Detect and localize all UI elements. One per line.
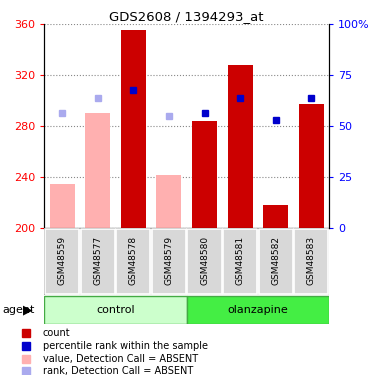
FancyBboxPatch shape <box>294 229 328 294</box>
FancyBboxPatch shape <box>259 229 293 294</box>
FancyBboxPatch shape <box>187 229 222 294</box>
FancyBboxPatch shape <box>44 228 329 295</box>
Bar <box>228 65 253 228</box>
Text: GSM48559: GSM48559 <box>58 236 67 285</box>
Title: GDS2608 / 1394293_at: GDS2608 / 1394293_at <box>109 10 264 23</box>
Text: GSM48580: GSM48580 <box>200 236 209 285</box>
FancyBboxPatch shape <box>187 296 329 324</box>
Text: value, Detection Call = ABSENT: value, Detection Call = ABSENT <box>43 354 198 364</box>
Text: ▶: ▶ <box>23 303 33 316</box>
FancyBboxPatch shape <box>116 229 151 294</box>
FancyBboxPatch shape <box>45 229 79 294</box>
FancyBboxPatch shape <box>152 229 186 294</box>
Bar <box>192 121 217 228</box>
Text: agent: agent <box>2 305 34 315</box>
Bar <box>121 30 146 228</box>
Text: GSM48582: GSM48582 <box>271 236 280 285</box>
Bar <box>263 206 288 228</box>
Bar <box>85 113 110 228</box>
Text: GSM48583: GSM48583 <box>307 236 316 285</box>
Text: GSM48577: GSM48577 <box>93 236 102 285</box>
Bar <box>50 184 75 228</box>
Text: GSM48578: GSM48578 <box>129 236 138 285</box>
Text: count: count <box>43 328 70 339</box>
Text: GSM48581: GSM48581 <box>236 236 244 285</box>
FancyBboxPatch shape <box>80 229 115 294</box>
Bar <box>299 105 324 228</box>
Text: rank, Detection Call = ABSENT: rank, Detection Call = ABSENT <box>43 366 193 375</box>
Bar <box>156 175 181 228</box>
FancyBboxPatch shape <box>44 296 187 324</box>
Text: olanzapine: olanzapine <box>228 305 288 315</box>
Text: GSM48579: GSM48579 <box>164 236 173 285</box>
FancyBboxPatch shape <box>223 229 257 294</box>
Text: control: control <box>96 305 135 315</box>
Text: percentile rank within the sample: percentile rank within the sample <box>43 341 208 351</box>
